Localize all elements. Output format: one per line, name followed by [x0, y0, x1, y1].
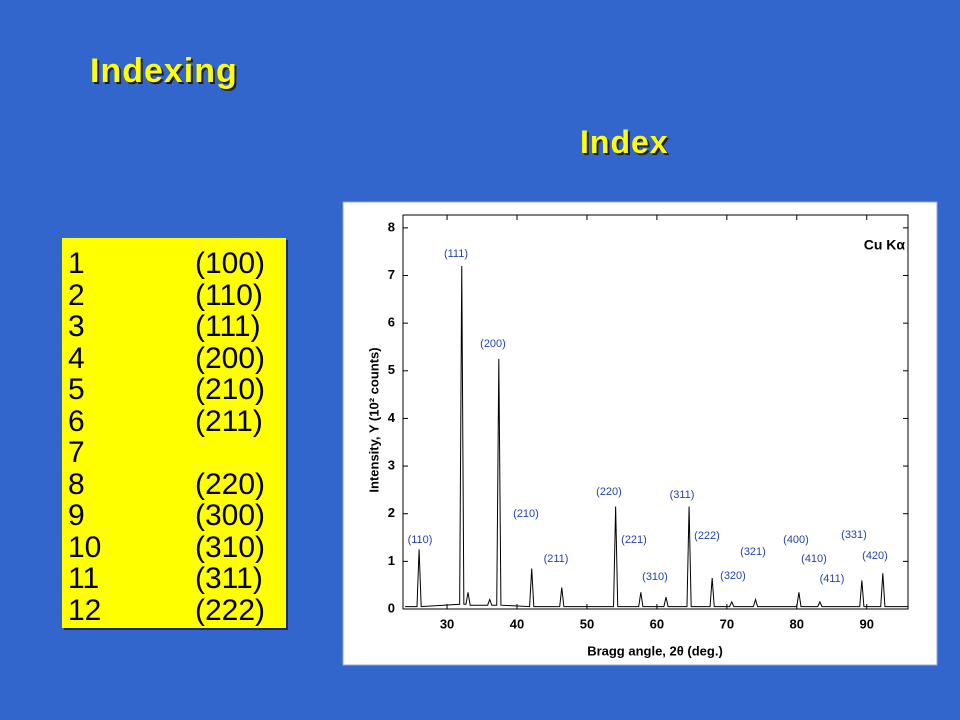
peak-label: (200)	[480, 338, 506, 350]
peak-label: (211)	[544, 553, 569, 565]
plot-frame	[402, 214, 909, 610]
row-index: (211)	[195, 404, 263, 438]
table-row: 6 (211)	[62, 404, 286, 438]
peak-label: (331)	[841, 529, 867, 541]
x-tick-label: 30	[440, 616, 454, 631]
row-number: 7	[68, 436, 85, 469]
table-row: 9 (300)	[62, 500, 286, 532]
row-number: 6	[68, 404, 85, 438]
annotation: Cu Kα	[864, 237, 906, 253]
table-row: 12 (222)	[62, 593, 286, 627]
peak-label: (110)	[408, 534, 433, 546]
table-row: 4 (200)	[62, 341, 286, 375]
row-index: (310)	[195, 530, 266, 564]
y-tick-label: 5	[388, 362, 395, 377]
row-number: 9	[68, 499, 85, 532]
table-row: 5 (210)	[62, 374, 286, 406]
row-number: 10	[68, 530, 102, 564]
spectrum-line	[405, 265, 908, 608]
peak-label: (220)	[596, 486, 622, 498]
x-axis-label: Bragg angle, 2θ (deg.)	[587, 643, 723, 658]
row-number: 5	[68, 373, 85, 406]
row-index: (222)	[195, 593, 266, 627]
y-tick-label: 3	[388, 458, 395, 473]
y-tick-label: 4	[388, 410, 396, 425]
row-number: 4	[68, 341, 85, 375]
table-row: 1 (100)	[62, 248, 286, 280]
row-index: (210)	[195, 373, 266, 406]
row-index: (311)	[195, 562, 263, 595]
x-tick-label: 90	[859, 616, 873, 631]
peak-label: (311)	[670, 489, 695, 501]
row-index: (100)	[195, 247, 266, 280]
y-tick-label: 1	[388, 553, 395, 568]
peak-label: (400)	[783, 534, 809, 546]
table-row: 10 (310)	[62, 530, 286, 564]
row-number: 11	[68, 562, 100, 595]
peak-label: (411)	[820, 573, 845, 585]
x-tick-label: 40	[510, 616, 524, 631]
peak-label: (320)	[720, 570, 746, 582]
peak-label: (410)	[801, 553, 827, 565]
x-tick-label: 70	[720, 616, 734, 631]
row-number: 12	[68, 593, 102, 627]
row-number: 2	[68, 278, 85, 312]
row-index: (300)	[195, 499, 266, 532]
table-row: 7	[62, 437, 286, 469]
y-tick-label: 7	[388, 267, 395, 282]
y-tick-label: 2	[388, 505, 395, 520]
peak-label: (420)	[862, 550, 888, 562]
table-row: 11 (311)	[62, 563, 286, 595]
peak-label: (111)	[444, 248, 468, 260]
x-tick-label: 50	[580, 616, 594, 631]
table-row: 2 (110)	[62, 278, 286, 312]
x-tick-label: 80	[790, 616, 804, 631]
row-index: (200)	[195, 341, 266, 375]
peak-label: (221)	[621, 534, 647, 546]
slide-title: Indexing	[90, 52, 238, 90]
peak-label: (222)	[694, 530, 720, 542]
x-tick-label: 60	[650, 616, 664, 631]
peak-label: (321)	[740, 546, 766, 558]
row-number: 1	[68, 247, 85, 280]
y-axis-label: Intensity, Y (10² counts)	[366, 347, 381, 492]
y-tick-label: 0	[388, 600, 395, 615]
peak-label: (210)	[513, 508, 539, 520]
row-number: 3	[68, 310, 85, 343]
peak-label: (310)	[642, 571, 668, 583]
row-index: (111)	[195, 310, 261, 343]
table-row: 3 (111)	[62, 311, 286, 343]
row-index: (220)	[195, 467, 266, 501]
slide-subtitle: Index	[580, 124, 669, 160]
row-number: 8	[68, 467, 85, 501]
row-index: (110)	[195, 278, 263, 312]
index-table: 1 (100) 2 (110) 3 (111) 4 (200) 5 (210) 6 (211) 7 8 (2…	[62, 238, 286, 628]
y-tick-label: 8	[388, 219, 395, 234]
table-row: 8 (220)	[62, 467, 286, 501]
chart-panel	[342, 201, 938, 666]
y-tick-label: 6	[388, 315, 395, 330]
